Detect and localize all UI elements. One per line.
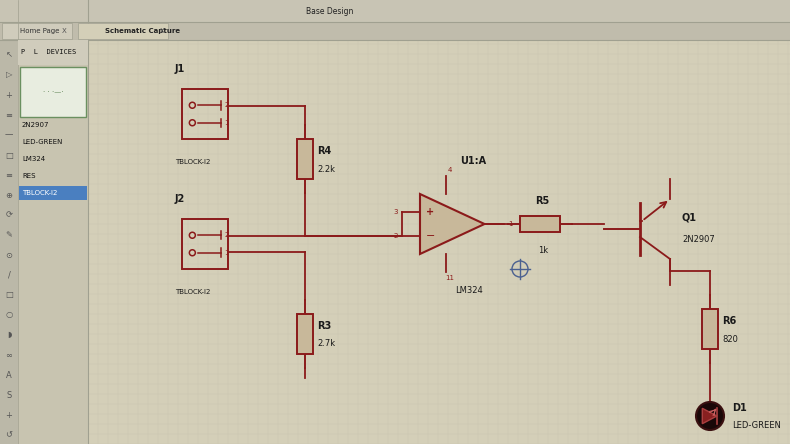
Text: ↖: ↖: [6, 51, 13, 59]
Text: ▷: ▷: [6, 71, 13, 79]
Text: X: X: [160, 28, 165, 34]
Text: · · ·—·: · · ·—·: [43, 89, 63, 95]
Bar: [702, 309, 718, 349]
Text: ≡: ≡: [6, 170, 13, 179]
Bar: [0, 40, 88, 444]
Text: 2N2907: 2N2907: [682, 234, 715, 243]
Bar: [2, 23, 72, 39]
Text: 4: 4: [448, 167, 452, 173]
Text: ⟳: ⟳: [6, 210, 13, 219]
Text: 1: 1: [508, 221, 512, 227]
Text: U1:A: U1:A: [460, 156, 486, 166]
Text: 2: 2: [393, 233, 398, 239]
Bar: [78, 23, 168, 39]
Text: ↺: ↺: [6, 431, 13, 440]
Text: ⊙: ⊙: [6, 250, 13, 259]
Text: TBLOCK-I2: TBLOCK-I2: [175, 289, 210, 295]
Text: R6: R6: [722, 316, 736, 326]
Bar: [19, 186, 87, 200]
Bar: [182, 219, 228, 269]
Bar: [0, 0, 790, 22]
Text: LM324: LM324: [22, 156, 45, 162]
Text: +: +: [6, 411, 13, 420]
Text: /: /: [8, 270, 10, 280]
Polygon shape: [420, 194, 484, 254]
Text: 2.2k: 2.2k: [317, 164, 335, 174]
Text: LM324: LM324: [455, 286, 483, 295]
Text: J2: J2: [175, 194, 185, 204]
Text: Base Design: Base Design: [307, 7, 354, 16]
Text: Home Page: Home Page: [20, 28, 59, 34]
Text: 1: 1: [224, 120, 229, 126]
Bar: [20, 67, 86, 117]
Text: Schematic Capture: Schematic Capture: [105, 28, 180, 34]
Text: S: S: [6, 391, 12, 400]
Text: +: +: [427, 207, 435, 217]
Text: □: □: [5, 151, 13, 159]
Text: 820: 820: [722, 334, 738, 344]
Text: LED-GREEN: LED-GREEN: [22, 139, 62, 145]
Text: TBLOCK-I2: TBLOCK-I2: [22, 190, 58, 196]
Text: ○: ○: [6, 310, 13, 320]
Text: TBLOCK-I2: TBLOCK-I2: [175, 159, 210, 165]
Text: Q1: Q1: [682, 212, 697, 222]
Text: ◗: ◗: [7, 330, 11, 340]
Text: □: □: [5, 290, 13, 300]
Text: 11: 11: [446, 275, 454, 281]
Text: ≡: ≡: [6, 111, 13, 119]
Text: R4: R4: [317, 146, 331, 156]
Text: J1: J1: [175, 64, 185, 74]
Text: −: −: [426, 231, 435, 241]
Text: LED-GREEN: LED-GREEN: [732, 421, 781, 431]
Text: D1: D1: [732, 403, 747, 413]
Text: X: X: [62, 28, 66, 34]
Circle shape: [696, 402, 724, 430]
Text: R5: R5: [535, 196, 549, 206]
Bar: [18, 40, 88, 65]
Text: +: +: [6, 91, 13, 99]
Text: RES: RES: [22, 173, 36, 179]
Text: 2.7k: 2.7k: [317, 340, 335, 349]
Text: ∞: ∞: [6, 350, 13, 360]
Text: 3: 3: [393, 209, 398, 215]
Text: A: A: [6, 370, 12, 380]
Bar: [0, 40, 18, 444]
Text: ✎: ✎: [6, 230, 13, 239]
Text: 1: 1: [224, 250, 229, 256]
Text: ⊕: ⊕: [6, 190, 13, 199]
Text: 2N2907: 2N2907: [22, 122, 50, 128]
Polygon shape: [702, 408, 717, 424]
Bar: [520, 216, 560, 232]
Bar: [182, 89, 228, 139]
Text: 2: 2: [224, 232, 229, 238]
Text: —: —: [5, 131, 13, 139]
Text: R3: R3: [317, 321, 331, 331]
Bar: [297, 139, 313, 179]
Bar: [297, 314, 313, 354]
Bar: [0, 22, 790, 40]
Text: 2: 2: [224, 102, 229, 108]
Text: 1k: 1k: [538, 246, 548, 255]
Text: P  L  DEVICES: P L DEVICES: [21, 49, 77, 55]
